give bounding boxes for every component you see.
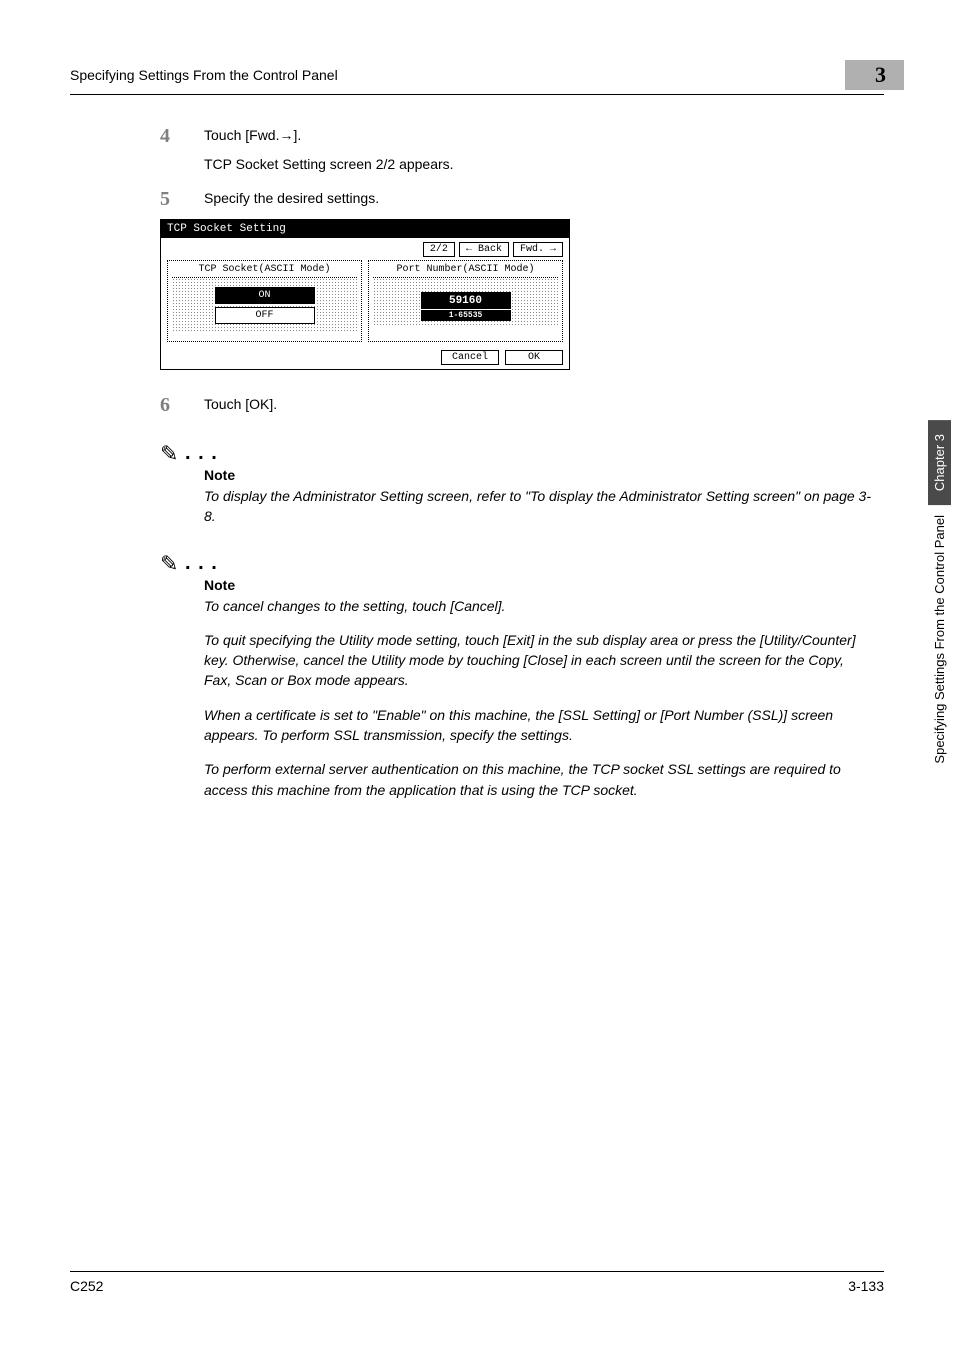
right-column: Port Number(ASCII Mode) 59160 1-65535	[368, 260, 563, 342]
screenshot-nav: 2/2 ← Back Fwd. →	[167, 242, 563, 257]
step-text: Specify the desired settings.	[204, 188, 874, 211]
off-button[interactable]: OFF	[215, 307, 315, 324]
note-para-4: To perform external server authenticatio…	[204, 759, 874, 800]
step-5: 5 Specify the desired settings.	[160, 188, 874, 211]
screenshot-body: 2/2 ← Back Fwd. → TCP Socket(ASCII Mode)…	[161, 238, 569, 346]
note-text-group: To cancel changes to the setting, touch …	[204, 596, 874, 800]
side-tab-title: Specifying Settings From the Control Pan…	[928, 505, 951, 774]
step-6: 6 Touch [OK].	[160, 394, 874, 417]
fwd-label: Fwd.	[520, 244, 544, 255]
note-dots: . . .	[178, 552, 217, 574]
page-header: Specifying Settings From the Control Pan…	[70, 60, 884, 95]
page: Specifying Settings From the Control Pan…	[0, 0, 954, 1350]
page-indicator: 2/2	[423, 242, 455, 257]
note-dots: . . .	[178, 442, 217, 464]
page-footer: C252 3-133	[70, 1271, 884, 1294]
footer-right: 3-133	[848, 1278, 884, 1294]
note-para-2: To quit specifying the Utility mode sett…	[204, 630, 874, 691]
fwd-button[interactable]: Fwd. →	[513, 242, 563, 257]
right-halftone-area: 59160 1-65535	[373, 277, 558, 327]
tcp-socket-screenshot: TCP Socket Setting 2/2 ← Back Fwd. → TCP…	[160, 219, 570, 370]
note-para-3: When a certificate is set to "Enable" on…	[204, 705, 874, 746]
note-text: To display the Administrator Setting scr…	[204, 486, 874, 527]
step-text: Touch [OK].	[204, 394, 874, 417]
ok-button[interactable]: OK	[505, 350, 563, 365]
screenshot-titlebar: TCP Socket Setting	[161, 220, 569, 238]
port-value: 59160	[449, 295, 482, 307]
main-content: 4 Touch [Fwd.→]. TCP Socket Setting scre…	[160, 125, 874, 800]
note-para-1: To cancel changes to the setting, touch …	[204, 596, 874, 616]
step-number: 6	[160, 394, 204, 417]
note-label: Note	[204, 577, 874, 593]
footer-left: C252	[70, 1278, 103, 1294]
cancel-button[interactable]: Cancel	[441, 350, 499, 365]
note-icon: ✎	[160, 443, 178, 465]
back-label: Back	[478, 244, 502, 255]
step-4-sub: TCP Socket Setting screen 2/2 appears.	[204, 156, 874, 172]
back-button[interactable]: ← Back	[459, 242, 509, 257]
left-column: TCP Socket(ASCII Mode) ON OFF	[167, 260, 362, 342]
left-halftone-area: ON OFF	[172, 277, 357, 333]
note-label: Note	[204, 467, 874, 483]
screenshot-footer: Cancel OK	[161, 346, 569, 369]
step-number: 4	[160, 125, 204, 148]
note-block-1: ✎ . . . Note To display the Administrato…	[160, 441, 874, 527]
screenshot-columns: TCP Socket(ASCII Mode) ON OFF Port Numbe…	[167, 260, 563, 342]
left-column-label: TCP Socket(ASCII Mode)	[172, 264, 357, 275]
step-4: 4 Touch [Fwd.→].	[160, 125, 874, 148]
right-column-label: Port Number(ASCII Mode)	[373, 264, 558, 275]
step-text: Touch [Fwd.→].	[204, 125, 874, 148]
port-number-box[interactable]: 59160 1-65535	[421, 292, 511, 321]
note-block-2: ✎ . . . Note To cancel changes to the se…	[160, 551, 874, 800]
header-title: Specifying Settings From the Control Pan…	[70, 67, 338, 83]
port-range: 1-65535	[421, 309, 511, 320]
side-tab-chapter: Chapter 3	[928, 420, 951, 505]
step-number: 5	[160, 188, 204, 211]
side-tab: Chapter 3 Specifying Settings From the C…	[928, 420, 954, 774]
note-icon: ✎	[160, 553, 178, 575]
chapter-number-box: 3	[845, 60, 904, 90]
on-button[interactable]: ON	[215, 287, 315, 304]
